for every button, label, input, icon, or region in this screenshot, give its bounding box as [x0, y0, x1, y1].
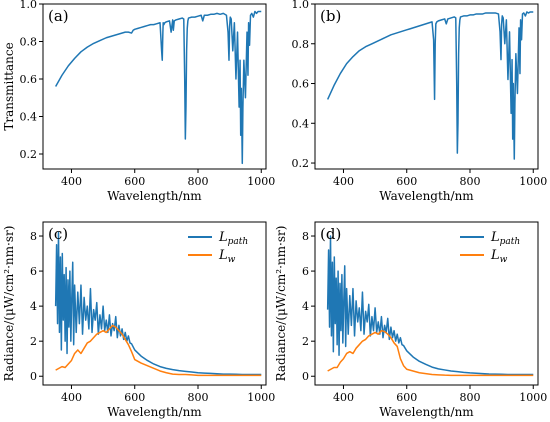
y-tick-label: 6: [30, 265, 37, 278]
x-tick-label: 800: [187, 175, 208, 188]
plot-frame: [314, 3, 539, 170]
x-tick-label: 1000: [247, 391, 275, 404]
y-tick-label: 0.8: [20, 36, 38, 49]
legend-entry: Lpath: [218, 230, 248, 247]
x-axis-label: Wavelength/nm: [379, 405, 474, 419]
y-axis-label: Radiance/(μW/cm²·nm·sr): [274, 226, 288, 382]
panel-label: (b): [320, 7, 341, 25]
panel-0: 400 600 800 1000 0.2 0.4 0.6 0.8 1.0 Wavelength/n…: [2, 0, 275, 203]
x-tick-label: 800: [459, 175, 480, 188]
y-tick-label: 2: [30, 335, 37, 348]
y-tick-label: 4: [30, 300, 37, 313]
series-line-0: [326, 11, 534, 160]
series-line-lw: [55, 324, 262, 377]
plot-frame: [42, 3, 267, 170]
y-tick-label: 0: [302, 370, 309, 383]
y-tick-label: 2: [302, 335, 309, 348]
y-tick-label: 1.0: [20, 0, 38, 11]
panel-1: 400 600 800 1000 0.2 0.4 0.6 0.8 1.0 Wavelength/n…: [292, 0, 548, 203]
y-tick-label: 0.6: [20, 73, 38, 86]
panel-label: (c): [48, 225, 68, 243]
x-tick-label: 400: [61, 391, 82, 404]
panel-2: 400 600 800 1000 0 2 4 6 8 Wavelength/nm Radiance/…: [2, 221, 275, 419]
panel-label: (d): [320, 225, 341, 243]
y-tick-label: 6: [302, 265, 309, 278]
series-line-lw: [327, 329, 534, 377]
y-tick-label: 0.4: [20, 111, 38, 124]
x-tick-label: 1000: [519, 391, 547, 404]
y-tick-label: 0.2: [20, 148, 38, 161]
legend-entry: Lw: [490, 248, 508, 265]
y-tick-label: 8: [302, 230, 309, 243]
y-tick-label: 1.0: [292, 0, 310, 11]
y-tick-label: 8: [30, 230, 37, 243]
legend-entry: Lpath: [490, 230, 520, 247]
x-tick-label: 400: [333, 391, 354, 404]
y-tick-label: 0.4: [292, 117, 310, 130]
x-tick-label: 600: [396, 391, 417, 404]
series-line-lpath: [54, 231, 262, 376]
series-line-lpath: [326, 235, 534, 376]
x-axis-label: Wavelength/nm: [107, 405, 202, 419]
panel-3: 400 600 800 1000 0 2 4 6 8 Wavelength/nm Radiance/…: [274, 221, 547, 419]
plot-frame: [42, 221, 267, 386]
x-tick-label: 800: [459, 391, 480, 404]
y-tick-label: 0.8: [292, 38, 310, 51]
x-axis-label: Wavelength/nm: [379, 189, 474, 203]
x-tick-label: 800: [187, 391, 208, 404]
panel-label: (a): [48, 7, 69, 25]
plot-frame: [314, 221, 539, 386]
x-tick-label: 400: [333, 175, 354, 188]
x-axis-label: Wavelength/nm: [107, 189, 202, 203]
series-line-0: [54, 10, 262, 165]
x-tick-label: 600: [124, 391, 145, 404]
x-tick-label: 600: [124, 175, 145, 188]
y-tick-label: 0: [30, 370, 37, 383]
y-tick-label: 0.2: [292, 157, 310, 170]
x-tick-label: 400: [61, 175, 82, 188]
legend-entry: Lw: [218, 248, 236, 265]
y-axis-label: Transmittance: [2, 42, 16, 130]
y-tick-label: 0.6: [292, 78, 310, 91]
x-tick-label: 1000: [519, 175, 547, 188]
x-tick-label: 600: [396, 175, 417, 188]
y-tick-label: 4: [302, 300, 309, 313]
x-tick-label: 1000: [247, 175, 275, 188]
y-axis-label: Radiance/(μW/cm²·nm·sr): [2, 226, 16, 382]
